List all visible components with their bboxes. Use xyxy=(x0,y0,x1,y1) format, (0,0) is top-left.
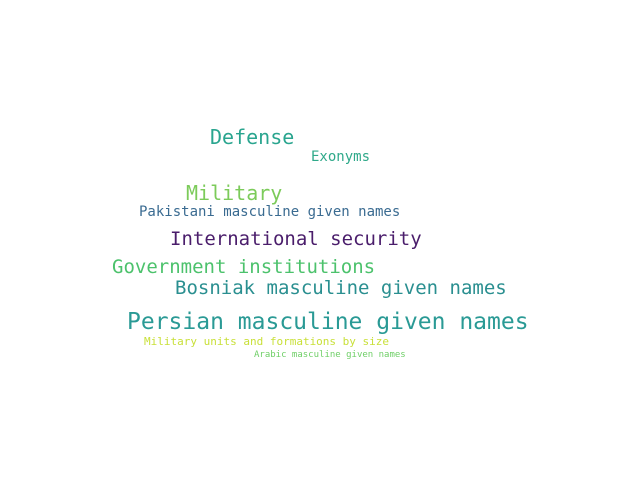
word-international-security: International security xyxy=(170,228,422,250)
word-pakistani-masculine-given-names: Pakistani masculine given names xyxy=(139,204,401,220)
word-government-institutions: Government institutions xyxy=(112,256,376,278)
word-defense: Defense xyxy=(210,125,295,149)
word-military: Military xyxy=(186,181,283,205)
word-persian-masculine-given-names: Persian masculine given names xyxy=(127,309,529,335)
word-exonyms: Exonyms xyxy=(311,149,371,165)
word-arabic-masculine-given-names: Arabic masculine given names xyxy=(254,350,406,360)
word-military-units-and-formations-by-size: Military units and formations by size xyxy=(144,335,390,348)
word-bosniak-masculine-given-names: Bosniak masculine given names xyxy=(175,277,507,299)
